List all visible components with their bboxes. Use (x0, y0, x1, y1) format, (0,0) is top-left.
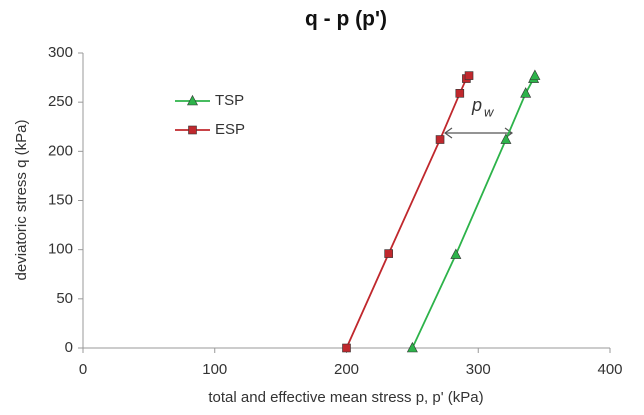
marker (529, 69, 541, 80)
chart-title: q - p (p') (305, 8, 387, 31)
x-axis-label: total and effective mean stress p, p' (k… (208, 389, 483, 406)
x-tick-label: 400 (597, 361, 622, 378)
marker (435, 135, 445, 144)
pw-annotation: p w (443, 95, 514, 139)
legend-label: ESP (215, 121, 245, 138)
marker (455, 89, 465, 98)
marker (450, 248, 462, 259)
y-tick-label: 100 (48, 241, 73, 258)
x-tick-label: 200 (334, 361, 359, 378)
marker (187, 94, 198, 106)
pw-label: p (471, 95, 482, 115)
marker (406, 341, 418, 353)
x-tick-label: 100 (202, 361, 227, 378)
marker (384, 249, 393, 258)
series-line (411, 75, 536, 349)
y-tick-label: 200 (48, 142, 73, 159)
x-tick-label: 300 (466, 361, 491, 378)
y-tick-label: 300 (48, 44, 73, 61)
y-tick-label: 150 (48, 191, 73, 208)
y-axis-label: deviatoric stress q (kPa) (13, 120, 30, 281)
pw-subscript: w (484, 104, 495, 119)
legend-label: TSP (215, 92, 244, 109)
marker (188, 125, 197, 135)
y-tick-label: 0 (65, 339, 73, 356)
marker (500, 133, 512, 144)
y-tick-label: 250 (48, 93, 73, 110)
marker (520, 87, 532, 98)
marker (342, 343, 351, 353)
x-tick-label: 0 (79, 361, 87, 378)
series-line (345, 75, 470, 349)
y-tick-label: 50 (56, 290, 73, 307)
marker (464, 71, 474, 80)
